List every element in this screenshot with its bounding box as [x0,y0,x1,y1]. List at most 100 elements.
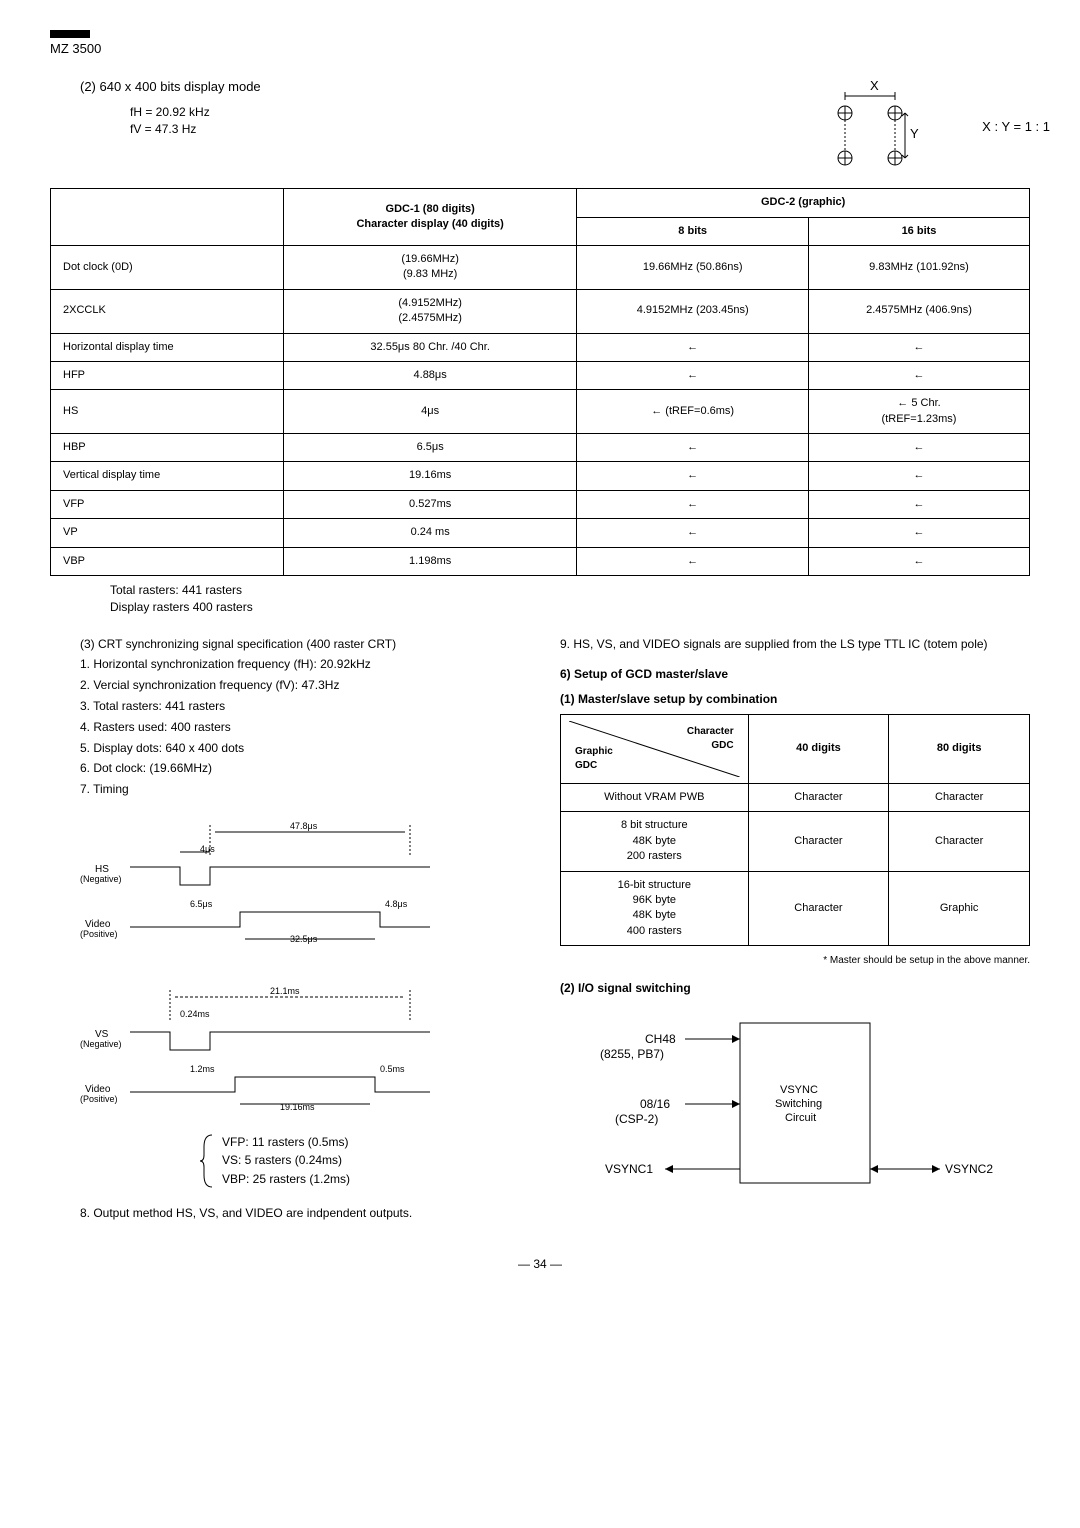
diag-bot: GraphicGDC [575,745,613,773]
row-label: VFP [51,490,284,518]
row-c3: 19.66MHz (50.86ns) [577,245,809,289]
row-c3: 4.9152MHz (203.45ns) [577,289,809,333]
sec-6-heading: 6) Setup of GCD master/slave [560,666,1030,683]
row-c3: ← [577,519,809,547]
table-row: VFP0.527ms←← [51,490,1030,518]
svg-text:0.5ms: 0.5ms [380,1064,405,1074]
row-label: HFP [51,361,284,389]
svg-text:0.24ms: 0.24ms [180,1009,210,1019]
row-c2: 0.527ms [283,490,576,518]
page-number: — 34 — [50,1256,1030,1273]
row-c3: ← [577,490,809,518]
svg-text:21.1ms: 21.1ms [270,986,300,996]
row-c3: ← [577,361,809,389]
table-row: Vertical display time19.16ms←← [51,462,1030,490]
st-r2-label: 8 bit structure 48K byte 200 rasters [561,812,749,871]
row-c2: 6.5μs [283,434,576,462]
row-c2: 19.16ms [283,462,576,490]
row-c4: ← [809,490,1030,518]
row-label: HS [51,390,284,434]
svg-text:VSYNC2: VSYNC2 [945,1162,993,1176]
th-gdc2: GDC-2 (graphic) [577,189,1030,217]
svg-text:X: X [870,78,879,93]
svg-text:Switching: Switching [775,1098,822,1110]
row-c3: ← [577,434,809,462]
row-c4: 2.4575MHz (406.9ns) [809,289,1030,333]
table-row: 2XCCLK(4.9152MHz) (2.4575MHz)4.9152MHz (… [51,289,1030,333]
li-5: 5. Display dots: 640 x 400 dots [80,740,520,757]
row-c4: ← [809,434,1030,462]
row-c4: 9.83MHz (101.92ns) [809,245,1030,289]
row-c3: ← [577,462,809,490]
st-r1-c1: Character [748,784,889,812]
table-row: HFP4.88μs←← [51,361,1030,389]
row-c4: ← [809,462,1030,490]
row-c3: ← [577,547,809,575]
header-bar [50,30,90,38]
svg-text:47.8μs: 47.8μs [290,821,318,831]
row-label: VBP [51,547,284,575]
row-label: 2XCCLK [51,289,284,333]
svg-text:4.8μs: 4.8μs [385,899,408,909]
svg-text:(8255, PB7): (8255, PB7) [600,1047,664,1061]
diag-top: CharacterGDC [687,725,734,753]
st-r3-c2: Graphic [889,871,1030,946]
svg-text:Circuit: Circuit [785,1112,816,1124]
fv-spec: fV = 47.3 Hz [130,121,750,138]
row-c3: ← (tREF=0.6ms) [577,390,809,434]
table-row: HS4μs← (tREF=0.6ms)← 5 Chr. (tREF=1.23ms… [51,390,1030,434]
li-2: 2. Vercial synchronization frequency (fV… [80,677,520,694]
table-row: Dot clock (0D)(19.66MHz) (9.83 MHz)19.66… [51,245,1030,289]
model-name: MZ 3500 [50,40,1030,58]
row-label: VP [51,519,284,547]
li-4: 4. Rasters used: 400 rasters [80,719,520,736]
item-9: 9. HS, VS, and VIDEO signals are supplie… [560,636,1030,653]
row-label: Horizontal display time [51,333,284,361]
ratio-label: X : Y = 1 : 1 [982,118,1050,136]
svg-text:VSYNC1: VSYNC1 [605,1162,653,1176]
st-r3-label: 16-bit structure 96K byte 48K byte 400 r… [561,871,749,946]
svg-text:(CSP-2): (CSP-2) [615,1112,658,1126]
svg-text:6.5μs: 6.5μs [190,899,213,909]
item-8: 8. Output method HS, VS, and VIDEO are i… [80,1205,520,1222]
st-r1-c2: Character [889,784,1030,812]
row-c2: 1.198ms [283,547,576,575]
li-1: 1. Horizontal synchronization frequency … [80,656,520,673]
row-c2: 4μs [283,390,576,434]
table-row: Horizontal display time32.55μs 80 Chr. /… [51,333,1030,361]
th-gdc1: GDC-1 (80 digits) Character display (40 … [283,189,576,246]
io-switching-diagram: CH48 (8255, PB7) 08/16 (CSP-2) VSYNC Swi… [580,1013,1010,1213]
row-label: HBP [51,434,284,462]
svg-text:VSYNC: VSYNC [780,1084,818,1096]
main-spec-table: GDC-1 (80 digits) Character display (40 … [50,188,1030,576]
row-c2: 0.24 ms [283,519,576,547]
th-16bits: 16 bits [809,217,1030,245]
row-c2: (4.9152MHz) (2.4575MHz) [283,289,576,333]
svg-text:1.2ms: 1.2ms [190,1064,215,1074]
svg-text:CH48: CH48 [645,1032,676,1046]
vfp-brace: VFP: 11 rasters (0.5ms) VS: 5 rasters (0… [200,1132,520,1190]
svg-text:(Positive): (Positive) [80,1094,118,1104]
sub-1-heading: (1) Master/slave setup by combination [560,691,1030,708]
st-r1-label: Without VRAM PWB [561,784,749,812]
th-80: 80 digits [889,715,1030,784]
li-6: 6. Dot clock: (19.66MHz) [80,760,520,777]
table-row: VP0.24 ms←← [51,519,1030,547]
table-row: VBP1.198ms←← [51,547,1030,575]
th-blank [51,189,284,246]
master-slave-table: CharacterGDC GraphicGDC 40 digits 80 dig… [560,714,1030,946]
row-c2: (19.66MHz) (9.83 MHz) [283,245,576,289]
row-c2: 4.88μs [283,361,576,389]
section-2-title: (2) 640 x 400 bits display mode [80,78,750,96]
row-label: Dot clock (0D) [51,245,284,289]
svg-text:(Positive): (Positive) [80,929,118,939]
master-footnote: * Master should be setup in the above ma… [560,954,1030,968]
st-r3-c1: Character [748,871,889,946]
pixel-ratio-diagram: X Y X : Y = 1 : 1 [750,78,1030,178]
table-row: HBP6.5μs←← [51,434,1030,462]
row-label: Vertical display time [51,462,284,490]
row-c4: ← [809,333,1030,361]
brace-l3: VBP: 25 rasters (1.2ms) [222,1171,350,1188]
th-40: 40 digits [748,715,889,784]
brace-l1: VFP: 11 rasters (0.5ms) [222,1134,350,1151]
